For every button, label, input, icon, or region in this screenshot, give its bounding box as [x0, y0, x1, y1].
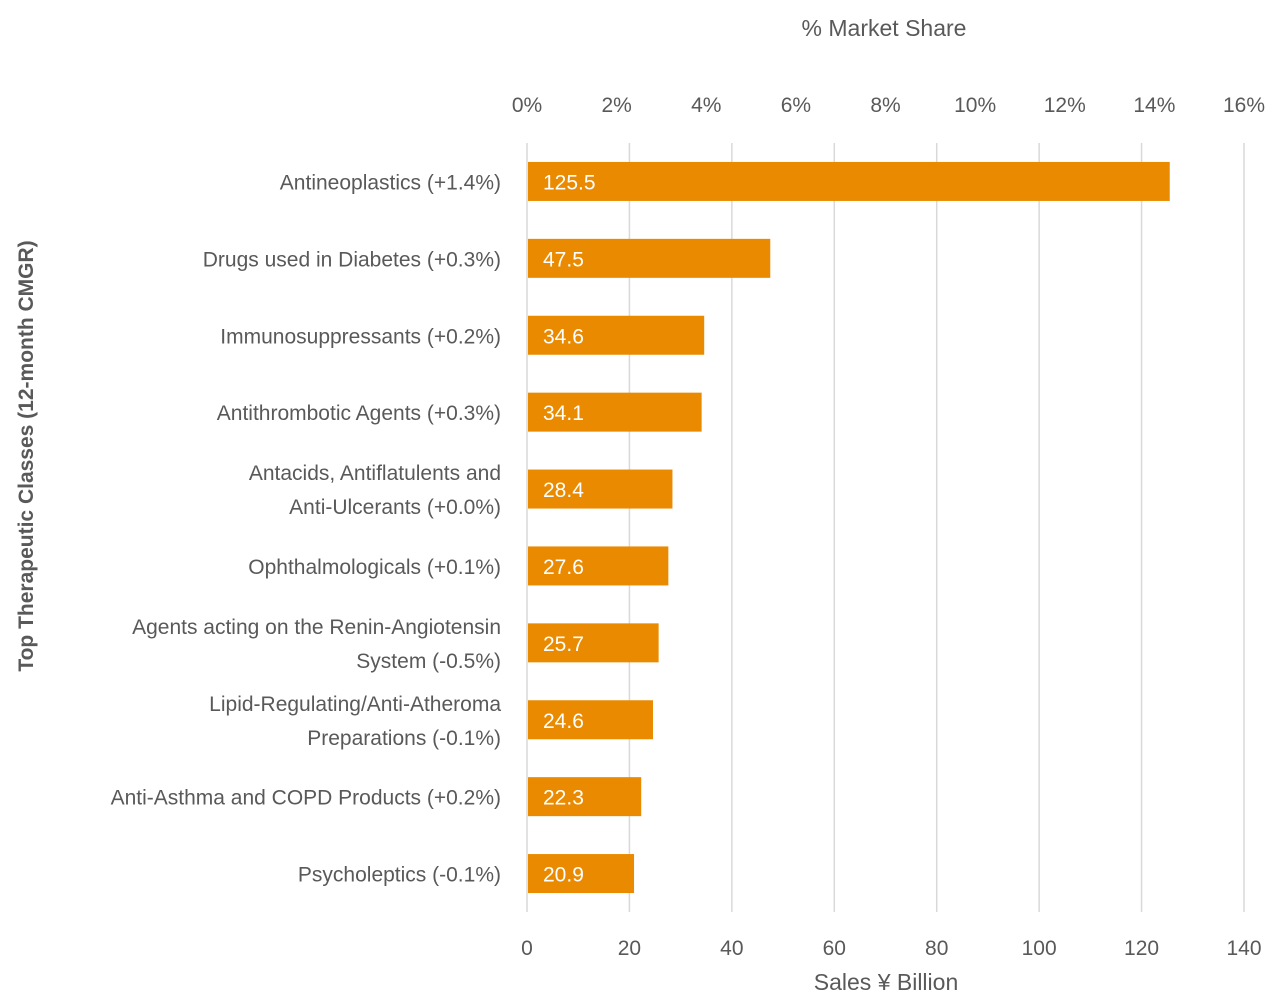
bar	[528, 161, 1170, 201]
bars	[528, 161, 1170, 894]
bar	[528, 469, 673, 509]
bar-value-label: 34.1	[543, 402, 584, 425]
bottom-tick-label: 0	[521, 937, 533, 960]
bar	[528, 700, 653, 740]
bar-value-label: 125.5	[543, 171, 596, 194]
bar-value-label: 25.7	[543, 633, 584, 656]
category-label: Lipid-Regulating/Anti-Atheroma	[209, 693, 501, 716]
bottom-tick-label: 140	[1226, 937, 1261, 960]
bar-value-labels: 125.5 47.5 34.6 34.1 28.4 27.6 25.7 24.6 22.3 20.…	[543, 171, 596, 886]
top-tick-label: 4%	[691, 94, 721, 117]
category-label: Antacids, Antiflatulents and	[249, 462, 501, 485]
category-label: Antithrombotic Agents (+0.3%)	[217, 402, 501, 425]
category-label: Agents acting on the Renin-Angiotensin	[132, 616, 501, 639]
bottom-tick-label: 120	[1124, 937, 1159, 960]
category-label: Psycholeptics (-0.1%)	[298, 864, 501, 887]
category-labels: Antineoplastics (+1.4%) Drugs used in Dia…	[111, 171, 502, 886]
bottom-tick-label: 60	[823, 937, 846, 960]
category-label: Immunosuppressants (+0.2%)	[220, 325, 501, 348]
bar-value-label: 24.6	[543, 710, 584, 733]
bar-value-label: 47.5	[543, 248, 584, 271]
bar	[528, 392, 702, 432]
top-tick-label: 0%	[512, 94, 542, 117]
bottom-axis-title: Sales ¥ Billion	[814, 969, 958, 995]
bar	[528, 623, 659, 663]
top-tick-label: 10%	[954, 94, 996, 117]
top-tick-label: 14%	[1133, 94, 1175, 117]
bottom-tick-label: 100	[1022, 937, 1057, 960]
bar	[528, 854, 635, 894]
top-tick-label: 12%	[1044, 94, 1086, 117]
bottom-tick-label: 20	[618, 937, 641, 960]
bar-value-label: 28.4	[543, 479, 584, 502]
bottom-tick-label: 40	[720, 937, 743, 960]
top-axis-title: % Market Share	[802, 15, 967, 41]
bar	[528, 546, 669, 586]
category-label: Preparations (-0.1%)	[307, 727, 501, 750]
category-label: Anti-Ulcerants (+0.0%)	[289, 496, 501, 519]
category-label: Ophthalmologicals (+0.1%)	[248, 556, 501, 579]
category-label: Drugs used in Diabetes (+0.3%)	[203, 248, 501, 271]
category-label: System (-0.5%)	[356, 650, 501, 673]
bar-value-label: 34.6	[543, 325, 584, 348]
top-tick-label: 2%	[601, 94, 631, 117]
bar	[528, 315, 705, 355]
category-label: Antineoplastics (+1.4%)	[280, 171, 501, 194]
category-label: Anti-Asthma and COPD Products (+0.2%)	[111, 787, 501, 810]
top-tick-label: 6%	[781, 94, 811, 117]
bar-value-label: 27.6	[543, 556, 584, 579]
top-tick-label: 16%	[1223, 94, 1265, 117]
bar	[528, 777, 642, 817]
bottom-axis-ticks: 0 20 40 60 80 100 120 140	[521, 937, 1261, 960]
bar-value-label: 20.9	[543, 864, 584, 887]
bottom-tick-label: 80	[925, 937, 948, 960]
y-axis-title: Top Therapeutic Classes (12-month CMGR)	[15, 240, 38, 671]
bar-value-label: 22.3	[543, 787, 584, 810]
top-tick-label: 8%	[870, 94, 900, 117]
bar	[528, 238, 771, 278]
top-axis-ticks: 0% 2% 4% 6% 8% 10% 12% 14% 16%	[512, 94, 1265, 117]
